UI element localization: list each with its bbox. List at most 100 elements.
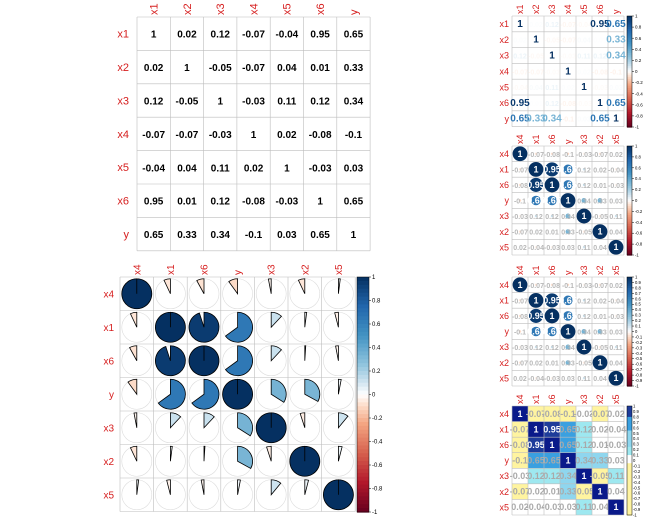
colorbar-segment <box>357 468 369 474</box>
correlation-value: -0.07 <box>512 298 528 305</box>
colorbar-segment <box>357 425 369 431</box>
column-label: x2 <box>182 3 194 15</box>
colorbar-segment <box>627 16 632 19</box>
colorbar-tick-label: 1 <box>635 274 638 279</box>
row-label: x6 <box>103 356 114 367</box>
correlation-value: 0.65 <box>543 196 561 206</box>
colorbar-tick-label: -0.6 <box>635 102 643 107</box>
colorbar-tick-label: -0.6 <box>372 463 383 469</box>
colorbar-segment <box>627 245 632 249</box>
colorbar-segment <box>627 73 632 76</box>
correlation-value: -0.03 <box>560 54 576 61</box>
correlation-value: 0.11 <box>575 502 592 512</box>
colorbar-segment <box>627 27 632 30</box>
colorbar-segment <box>627 251 632 254</box>
colorbar-segment <box>627 225 632 229</box>
correlation-circle <box>614 183 618 187</box>
correlation-value: 0.11 <box>577 54 590 61</box>
correlation-circle <box>518 377 522 380</box>
colorbar-segment <box>627 304 632 307</box>
colorbar-tick-label: -0.4 <box>633 480 641 485</box>
correlation-value: 0.04 <box>277 63 297 74</box>
correlation-value: -0.07 <box>528 69 544 76</box>
column-label: x3 <box>579 134 589 144</box>
colorbar-tick-label: 0.3 <box>635 313 641 318</box>
correlation-cell <box>560 406 576 422</box>
correlation-circle <box>518 214 522 218</box>
row-label: x2 <box>499 358 509 368</box>
colorbar-segment <box>627 209 632 212</box>
correlation-circle <box>582 183 586 187</box>
colorbar-segment <box>627 506 632 511</box>
row-label: x2 <box>117 62 129 74</box>
colorbar-segment <box>627 30 632 34</box>
colorbar-segment <box>627 101 632 104</box>
correlation-value: -0.04 <box>512 85 528 92</box>
colorbar-segment <box>357 437 369 443</box>
correlation-value: 0.12 <box>577 314 591 321</box>
correlation-cell <box>512 483 528 500</box>
colorbar-segment <box>627 465 632 470</box>
colorbar-tick-label: 0.2 <box>635 318 641 323</box>
correlation-value: 0.33 <box>559 487 577 497</box>
colorbar-segment <box>627 64 632 67</box>
colorbar-segment <box>627 247 632 251</box>
correlation-value: 0.04 <box>607 487 625 497</box>
colorbar-segment <box>627 441 632 445</box>
pie-wedge <box>304 479 310 495</box>
correlation-value: 0.34 <box>606 51 626 62</box>
correlation-value: -0.05 <box>574 487 595 497</box>
column-label: x3 <box>215 3 227 15</box>
row-label: y <box>505 456 510 466</box>
colorbar-segment <box>357 421 369 427</box>
colorbar-segment <box>627 353 632 356</box>
pie-wedge <box>237 445 253 470</box>
pie-wedge <box>289 445 321 477</box>
correlation-value: 0.01 <box>177 197 197 208</box>
correlation-circle <box>582 230 586 233</box>
correlation-value: 0.65 <box>527 456 545 466</box>
colorbar-segment <box>627 333 632 336</box>
correlation-value: 0.95 <box>510 98 530 109</box>
colorbar-tick-label: -1 <box>635 252 639 257</box>
correlation-value: 0.33 <box>561 230 575 237</box>
colorbar-tick-label: -0.2 <box>635 80 643 85</box>
correlation-value: 0.65 <box>559 440 577 450</box>
correlation-circle <box>544 293 560 308</box>
colorbar-tick-label: -0.2 <box>635 340 643 345</box>
colorbar-segment <box>627 56 632 60</box>
correlation-value: 0.33 <box>561 361 575 368</box>
correlation-value: 0.04 <box>609 230 623 237</box>
correlation-value: 1 <box>317 197 323 208</box>
colorbar-segment <box>627 327 632 331</box>
correlation-circle <box>547 326 557 337</box>
correlation-value: -0.03 <box>544 69 560 76</box>
correlation-circle <box>608 239 624 255</box>
colorbar-segment <box>627 422 632 426</box>
correlation-value: 0.02 <box>609 283 623 290</box>
colorbar-segment <box>627 184 632 187</box>
correlation-circle <box>544 308 560 324</box>
pie-wedge <box>188 311 220 343</box>
row-label: x5 <box>499 242 509 252</box>
colorbar-tick-label: -0.7 <box>633 496 641 501</box>
correlation-value: 0.33 <box>593 330 607 337</box>
colorbar-segment <box>627 123 632 126</box>
correlation-value: 1 <box>549 311 554 321</box>
correlation-value: 1 <box>597 227 602 237</box>
colorbar-tick-label: 0.9 <box>635 280 641 285</box>
correlation-cell <box>576 406 592 422</box>
colorbar-segment <box>627 340 632 343</box>
colorbar-segment <box>627 425 632 429</box>
correlation-circle <box>565 344 571 350</box>
correlation-value: 0.02 <box>609 152 623 159</box>
colorbar-segment <box>627 205 632 209</box>
colorbar-segment <box>627 278 632 282</box>
correlation-value: 1 <box>597 98 603 109</box>
correlation-circle <box>581 197 587 204</box>
correlation-value: 0.12 <box>543 471 561 481</box>
row-label: y <box>505 327 510 337</box>
correlation-value: 0.12 <box>529 345 543 352</box>
correlation-circle <box>576 208 592 224</box>
correlation-circle <box>598 345 602 349</box>
